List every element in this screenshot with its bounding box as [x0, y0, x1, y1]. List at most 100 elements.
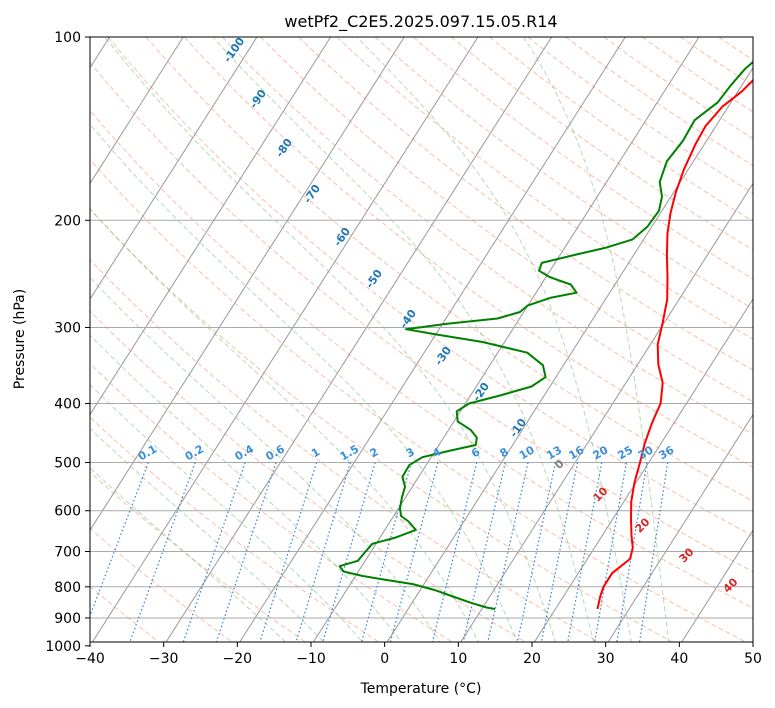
isotherm-label: 30: [677, 545, 697, 565]
dry-adiabat: [641, 37, 753, 113]
plot-frame: [89, 36, 754, 643]
mixing-ratio-line: [487, 462, 529, 642]
x-tick-label: 30: [597, 651, 615, 667]
mixing-ratio-label: 3: [404, 445, 417, 460]
dry-adiabat: [90, 208, 674, 642]
dry-adiabat: [222, 37, 753, 435]
moist-adiabat: [90, 276, 441, 642]
moist-adiabat: [212, 37, 595, 642]
isotherm-line: [91, 37, 479, 642]
dry-adiabat: [183, 37, 753, 468]
dry-adiabat: [90, 471, 307, 642]
temperature-profile: [596, 78, 753, 610]
isotherm-line: [239, 37, 626, 642]
y-tick-label: 100: [54, 30, 81, 46]
isotherm-label: -10: [507, 416, 529, 440]
mixing-ratio-label: 16: [566, 443, 586, 462]
moist-adiabat: [90, 384, 364, 642]
y-tick-label: 1000: [45, 639, 81, 655]
mixing-ratio-label: 20: [591, 443, 611, 462]
dry-adiabat: [90, 61, 753, 573]
dry-adiabat: [757, 37, 775, 659]
x-axis-label: Temperature (°C): [360, 681, 482, 697]
mixing-ratio-label: 10: [517, 443, 537, 462]
mixing-ratio-line: [567, 462, 603, 642]
moist-adiabat: [90, 467, 287, 642]
isotherm-line: [90, 37, 258, 300]
dry-adiabat: [90, 527, 233, 642]
isotherm-label: 0: [552, 457, 567, 472]
y-tick-label: 600: [54, 504, 81, 520]
isotherm-line: [312, 37, 700, 642]
mixing-ratio-line: [462, 462, 506, 642]
x-tick-label: −10: [296, 651, 326, 667]
moist-adiabat: [90, 334, 402, 642]
dry-adiabat: [90, 259, 601, 642]
dry-adiabat: [90, 362, 454, 642]
moist-adiabat: [90, 427, 325, 642]
x-tick-label: 20: [523, 651, 541, 667]
isotherm-line: [165, 37, 553, 642]
chart-title: wetPf2_C2E5.2025.097.15.05.R14: [284, 12, 557, 32]
isotherm-line: [90, 37, 332, 416]
dewpoint-profile: [338, 60, 753, 610]
y-tick-label: 300: [54, 320, 81, 336]
mixing-ratio-line: [129, 462, 196, 642]
mixing-ratio-label: 8: [498, 445, 511, 460]
isotherm-line: [533, 298, 753, 642]
mixing-ratio-line: [616, 462, 648, 642]
dry-adiabat: [718, 37, 753, 61]
isotherm-line: [460, 182, 753, 642]
x-tick-label: −30: [149, 651, 179, 667]
isotherm-label: -30: [432, 344, 454, 368]
isotherm-label: 20: [633, 515, 653, 535]
isotherm-line: [745, 37, 775, 659]
isotherm-label: -70: [301, 182, 323, 206]
y-tick-label: 400: [54, 397, 81, 413]
dry-adiabat: [90, 109, 753, 609]
dry-adiabat: [680, 37, 753, 87]
moist-adiabat: [104, 37, 556, 642]
isotherm-label: -20: [470, 380, 492, 404]
dry-adiabat: [565, 37, 753, 167]
y-tick-label: 200: [54, 213, 81, 229]
mixing-ratio-label: 0.2: [183, 442, 206, 463]
mixing-ratio-label: 0.1: [136, 442, 159, 463]
moist-adiabat: [356, 37, 632, 642]
mixing-ratio-label: 6: [469, 445, 482, 460]
mixing-ratio-line: [594, 462, 628, 642]
dry-adiabat: [90, 310, 527, 642]
isotherm-label: -90: [247, 87, 269, 111]
mixing-ratio-line: [431, 462, 478, 642]
mixing-ratio-line: [516, 462, 556, 642]
y-tick-label: 900: [54, 611, 81, 627]
x-tick-label: 0: [380, 651, 389, 667]
dry-adiabat: [145, 37, 753, 502]
y-axis-label: Pressure (hPa): [12, 289, 28, 389]
isotherm-label: -80: [273, 136, 295, 160]
mixing-ratio-line: [90, 462, 149, 618]
mixing-ratio-line: [389, 462, 439, 642]
isotherm-line: [681, 529, 753, 642]
mixing-ratio-label: 2: [368, 445, 381, 460]
y-tick-label: 500: [54, 456, 81, 472]
mixing-ratio-line: [540, 462, 579, 642]
x-tick-label: 40: [670, 651, 688, 667]
mixing-ratio-label: 1: [309, 445, 322, 460]
isotherm-label: 10: [591, 484, 611, 504]
y-tick-label: 800: [54, 580, 81, 596]
dry-adiabat: [374, 37, 753, 310]
x-tick-label: −20: [223, 651, 253, 667]
moist-adiabat: [522, 37, 670, 642]
isotherm-label: 40: [721, 575, 741, 595]
isotherm-line: [386, 66, 753, 642]
isotherm-line: [90, 37, 405, 532]
mixing-ratio-line: [259, 462, 318, 642]
dry-adiabat: [489, 37, 753, 222]
x-tick-label: 10: [449, 651, 467, 667]
x-tick-label: 50: [744, 651, 762, 667]
mixing-ratio-line: [322, 462, 376, 642]
mixing-ratio-label: 30: [636, 443, 656, 462]
mixing-ratio-label: 0.4: [233, 442, 257, 463]
moist-adiabat: [90, 123, 518, 642]
